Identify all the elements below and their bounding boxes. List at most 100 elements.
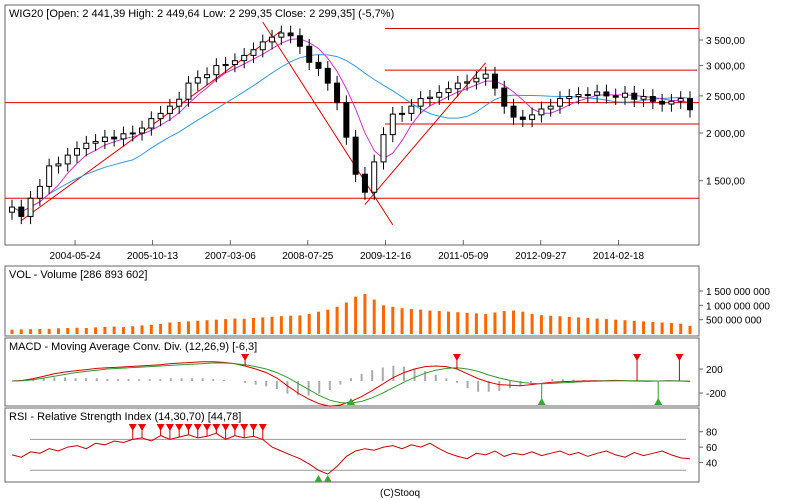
macd-histogram-bar — [116, 379, 119, 381]
volume-bar — [614, 319, 618, 334]
macd-y-axis: 200 -200 — [699, 365, 726, 400]
macd-histogram-bar — [318, 381, 321, 394]
macd-histogram-bar — [286, 381, 289, 394]
candle-body — [241, 54, 248, 62]
candle-body — [464, 81, 471, 84]
volume-bar — [642, 321, 646, 334]
candle-body — [250, 49, 257, 56]
macd-histogram-bar — [95, 378, 98, 381]
candle-body — [120, 133, 127, 140]
candle-body — [324, 67, 331, 84]
macd-histogram-bar — [392, 365, 395, 381]
candle-body — [204, 74, 211, 79]
rsi-overbought-marker — [240, 424, 249, 431]
macd-histogram-bar — [148, 379, 151, 381]
candle-body — [334, 82, 341, 104]
volume-y-tick-label: 1 000 000 000 — [706, 301, 770, 312]
volume-bar — [344, 302, 348, 334]
price-panel-frame — [4, 4, 700, 246]
price-x-tick-label: 2011-05-09 — [438, 251, 489, 262]
macd-histogram-bar — [222, 380, 225, 381]
rsi-y-tick-label: 60 — [706, 443, 718, 454]
volume-bar — [512, 310, 516, 334]
volume-bar — [298, 315, 302, 334]
volume-bar — [623, 320, 627, 334]
candle-body — [491, 73, 498, 89]
candle-body — [287, 32, 294, 37]
macd-histogram-bar — [371, 370, 374, 381]
volume-bar — [251, 317, 255, 334]
candle-body — [668, 100, 675, 105]
volume-bar — [456, 312, 460, 334]
candle-body — [278, 32, 285, 38]
volume-bar — [539, 315, 543, 334]
candle-body — [101, 136, 108, 142]
macd-histogram-bar — [106, 379, 109, 381]
rsi-panel: RSI - Relative Strength Index (14,30,70)… — [4, 407, 718, 483]
candle-body — [547, 105, 554, 110]
candle-body — [296, 35, 303, 47]
volume-bar — [660, 322, 664, 334]
volume-bar — [224, 319, 228, 334]
rsi-overbought-marker — [221, 424, 230, 431]
volume-bar — [121, 327, 125, 334]
volume-bar — [484, 313, 488, 334]
price-y-tick-label: 1 500,00 — [706, 177, 745, 188]
candle-body — [556, 98, 563, 107]
candle-body — [27, 197, 34, 217]
volume-bar — [47, 328, 51, 334]
macd-histogram-bar — [127, 379, 130, 381]
macd-histogram-bar — [85, 378, 88, 381]
macd-histogram-bar — [413, 368, 416, 381]
volume-bar — [679, 323, 683, 334]
macd-panel-title: MACD - Moving Average Conv. Div. (12,26,… — [9, 341, 257, 353]
candle-body — [510, 105, 517, 118]
candle-body — [380, 134, 387, 163]
macd-sell-marker — [633, 354, 642, 361]
price-x-tick-label: 2004-05-24 — [50, 251, 102, 262]
macd-y-tick-label: 200 — [706, 365, 723, 376]
candle-body — [139, 127, 146, 134]
volume-bar — [354, 296, 358, 334]
volume-panel-frame — [4, 265, 700, 337]
downtrend-line — [262, 21, 394, 226]
candle-body — [529, 114, 536, 120]
macd-sell-marker — [675, 354, 684, 361]
price-level-lines — [5, 28, 699, 199]
price-y-tick-label: 2 500,00 — [706, 92, 745, 103]
macd-histogram-bar — [180, 378, 183, 381]
macd-histogram-bar — [254, 381, 257, 385]
volume-bar — [289, 315, 293, 334]
candle-body — [454, 82, 461, 90]
volume-bar — [437, 311, 441, 334]
candle-body — [129, 132, 136, 135]
price-x-tick-label: 2012-09-27 — [515, 251, 567, 262]
volume-bar — [214, 319, 218, 334]
volume-bar — [632, 320, 636, 334]
candle-body — [222, 63, 229, 67]
volume-bar — [261, 317, 265, 334]
macd-signal-markers — [241, 354, 684, 405]
macd-histogram-bar — [402, 366, 405, 381]
rsi-overbought-marker — [258, 424, 267, 431]
macd-histogram-bar — [265, 381, 268, 387]
rsi-overbought-marker — [156, 424, 165, 431]
macd-histogram-bar — [201, 378, 204, 381]
macd-histogram-bar — [275, 381, 278, 390]
volume-bar — [242, 318, 246, 334]
candle-body — [343, 102, 350, 138]
macd-panel: MACD - Moving Average Conv. Div. (12,26,… — [4, 337, 726, 407]
volume-bar — [140, 325, 144, 334]
candle-body — [306, 45, 313, 63]
macd-histogram-bar — [487, 381, 490, 392]
macd-histogram-bar — [191, 378, 194, 381]
price-x-tick-label: 2014-02-18 — [593, 251, 645, 262]
candle-body — [389, 113, 396, 136]
candle-body — [594, 91, 601, 96]
volume-bar — [493, 312, 497, 334]
volume-bar — [577, 317, 581, 334]
copyright-footer: (C)Stooq — [380, 488, 420, 499]
candle-body — [566, 96, 573, 100]
macd-buy-marker — [654, 398, 663, 405]
rsi-line — [11, 432, 691, 475]
